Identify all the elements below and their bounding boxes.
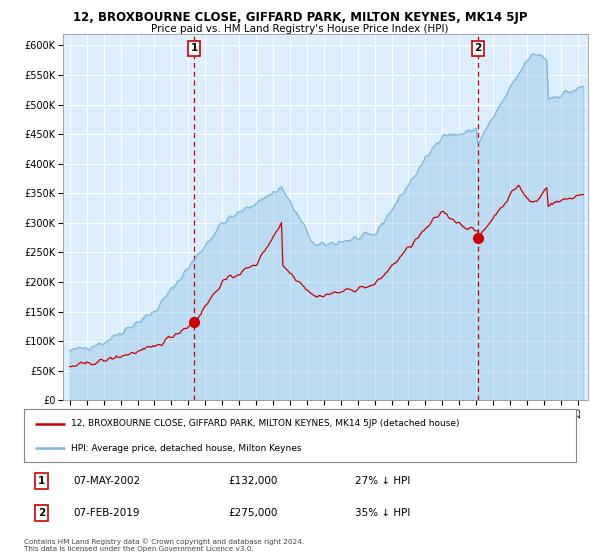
Text: 35% ↓ HPI: 35% ↓ HPI — [355, 508, 410, 518]
FancyBboxPatch shape — [24, 409, 576, 462]
Text: £275,000: £275,000 — [228, 508, 278, 518]
Text: Contains HM Land Registry data © Crown copyright and database right 2024.
This d: Contains HM Land Registry data © Crown c… — [24, 539, 304, 552]
Text: 27% ↓ HPI: 27% ↓ HPI — [355, 476, 410, 486]
Text: 2: 2 — [474, 43, 482, 53]
Text: 07-FEB-2019: 07-FEB-2019 — [74, 508, 140, 518]
Text: 12, BROXBOURNE CLOSE, GIFFARD PARK, MILTON KEYNES, MK14 5JP: 12, BROXBOURNE CLOSE, GIFFARD PARK, MILT… — [73, 11, 527, 24]
Text: Price paid vs. HM Land Registry's House Price Index (HPI): Price paid vs. HM Land Registry's House … — [151, 24, 449, 34]
Text: 1: 1 — [38, 476, 45, 486]
Text: 2: 2 — [38, 508, 45, 518]
Text: 12, BROXBOURNE CLOSE, GIFFARD PARK, MILTON KEYNES, MK14 5JP (detached house): 12, BROXBOURNE CLOSE, GIFFARD PARK, MILT… — [71, 419, 460, 428]
Text: 07-MAY-2002: 07-MAY-2002 — [74, 476, 141, 486]
Text: £132,000: £132,000 — [228, 476, 278, 486]
Text: HPI: Average price, detached house, Milton Keynes: HPI: Average price, detached house, Milt… — [71, 444, 301, 452]
Text: 1: 1 — [191, 43, 198, 53]
